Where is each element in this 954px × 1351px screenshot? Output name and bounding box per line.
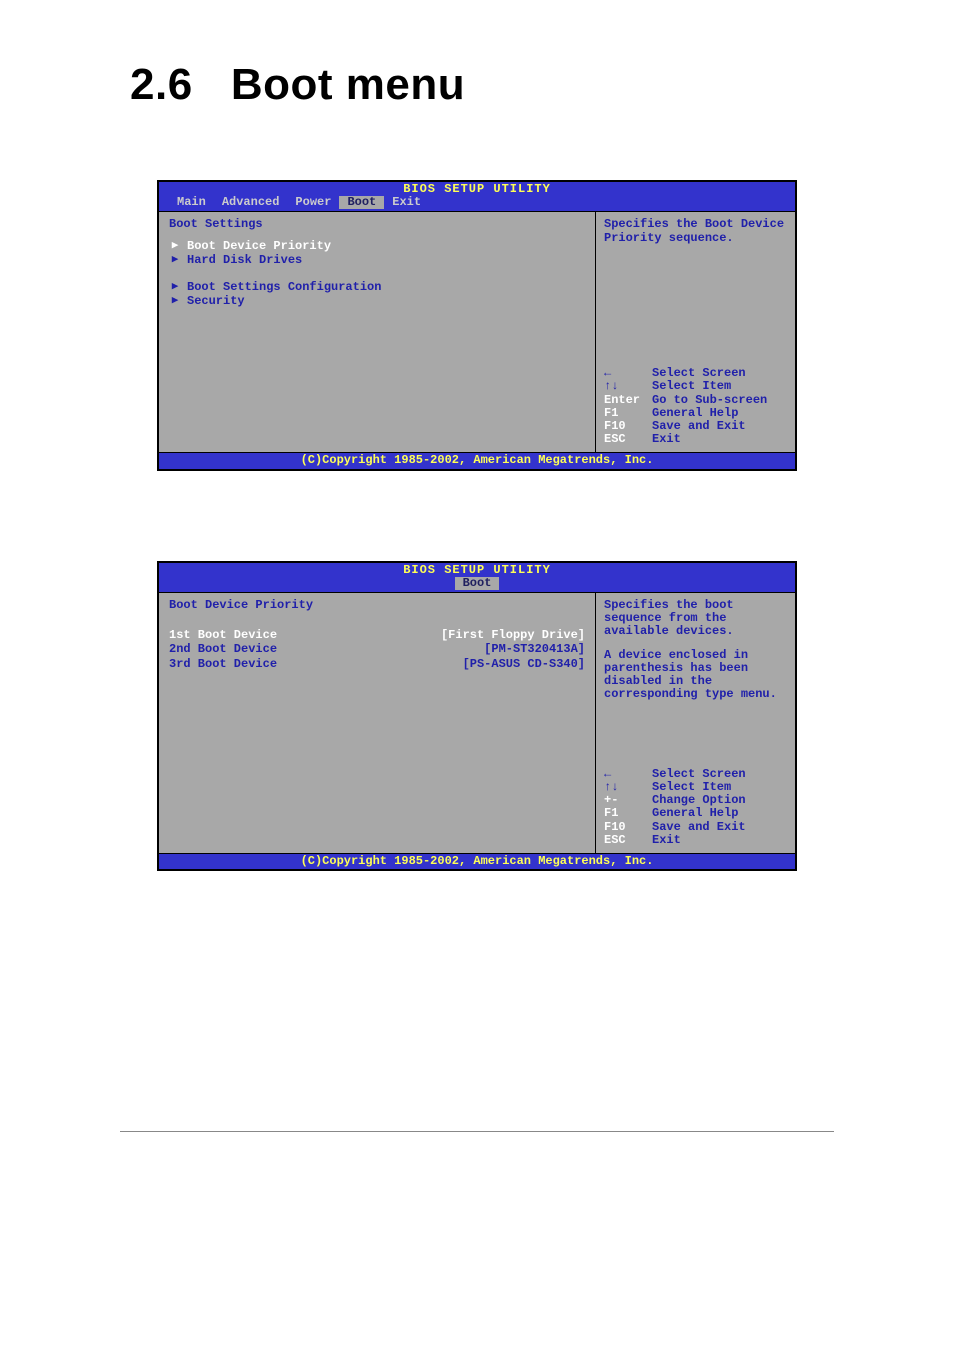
menu-boot-device-priority[interactable]: ▶ Boot Device Priority [169, 240, 585, 253]
menu-security[interactable]: ▶ Security [169, 295, 585, 308]
row-1st-boot-device[interactable]: 1st Boot Device [First Floppy Drive] [169, 629, 585, 642]
boot-row-label: 2nd Boot Device [169, 643, 484, 656]
bios-copyright: (C)Copyright 1985-2002, American Megatre… [159, 452, 795, 468]
bios-left-pane: Boot Settings ▶ Boot Device Priority ▶ H… [159, 212, 595, 452]
boot-row-value: [First Floppy Drive] [441, 629, 585, 642]
tab-advanced[interactable]: Advanced [214, 196, 288, 209]
nav-esc: ESCExit [604, 433, 787, 446]
help-text-block: Specifies the boot sequence from the ava… [604, 599, 787, 701]
boot-device-priority-heading: Boot Device Priority [169, 599, 585, 612]
help-text-1: Specifies the boot sequence from the ava… [604, 599, 787, 639]
boot-row-label: 1st Boot Device [169, 629, 441, 642]
nav-enter: EnterGo to Sub-screen [604, 394, 787, 407]
arrow-updown-icon: ↑↓ [604, 380, 648, 393]
help-text: Specifies the Boot Device Priority seque… [604, 218, 787, 244]
boot-row-value: [PS-ASUS CD-S340] [463, 658, 585, 671]
boot-settings-heading: Boot Settings [169, 218, 585, 231]
tab-main[interactable]: Main [169, 196, 214, 209]
page-footer-rule [120, 1131, 834, 1132]
section-title-text: Boot menu [231, 60, 465, 109]
tab-boot[interactable]: Boot [339, 196, 384, 209]
row-2nd-boot-device[interactable]: 2nd Boot Device [PM-ST320413A] [169, 643, 585, 656]
bios-title: BIOS SETUP UTILITY [159, 182, 795, 196]
tab-boot[interactable]: Boot [455, 577, 500, 590]
boot-row-value: [PM-ST320413A] [484, 643, 585, 656]
bios-screen-boot-settings: BIOS SETUP UTILITY Main Advanced Power B… [157, 180, 797, 471]
nav-esc: ESCExit [604, 834, 787, 847]
menu-boot-settings-config[interactable]: ▶ Boot Settings Configuration [169, 281, 585, 294]
section-heading: 2.6 Boot menu [130, 60, 954, 110]
menu-item-label: Security [187, 295, 245, 308]
tab-power[interactable]: Power [287, 196, 339, 209]
bios-copyright: (C)Copyright 1985-2002, American Megatre… [159, 853, 795, 869]
tab-exit[interactable]: Exit [384, 196, 429, 209]
help-text-2: A device enclosed in parenthesis has bee… [604, 649, 787, 702]
nav-hints: ←Select Screen ↑↓Select Item +-Change Op… [604, 768, 787, 847]
nav-f1: F1General Help [604, 807, 787, 820]
section-number: 2.6 [130, 60, 193, 109]
nav-f10: F10Save and Exit [604, 821, 787, 834]
submenu-arrow-icon: ▶ [169, 240, 181, 252]
submenu-arrow-icon: ▶ [169, 254, 181, 266]
row-3rd-boot-device[interactable]: 3rd Boot Device [PS-ASUS CD-S340] [169, 658, 585, 671]
nav-f10: F10Save and Exit [604, 420, 787, 433]
bios-help-pane: Specifies the boot sequence from the ava… [595, 593, 795, 853]
menu-item-label: Boot Settings Configuration [187, 281, 381, 294]
bios-title: BIOS SETUP UTILITY [159, 563, 795, 577]
bios-body: Boot Device Priority 1st Boot Device [Fi… [159, 592, 795, 853]
bios-help-pane: Specifies the Boot Device Priority seque… [595, 212, 795, 452]
submenu-arrow-icon: ▶ [169, 281, 181, 293]
nav-select-item: ↑↓Select Item [604, 380, 787, 393]
bios-screen-boot-device-priority: BIOS SETUP UTILITY Boot Boot Device Prio… [157, 561, 797, 872]
boot-row-label: 3rd Boot Device [169, 658, 463, 671]
menu-item-label: Hard Disk Drives [187, 254, 302, 267]
submenu-arrow-icon: ▶ [169, 295, 181, 307]
bios-body: Boot Settings ▶ Boot Device Priority ▶ H… [159, 211, 795, 452]
nav-hints: ←Select Screen ↑↓Select Item EnterGo to … [604, 367, 787, 446]
menu-hard-disk-drives[interactable]: ▶ Hard Disk Drives [169, 254, 585, 267]
bios-tabs: Main Advanced Power Boot Exit [159, 196, 795, 211]
bios-left-pane: Boot Device Priority 1st Boot Device [Fi… [159, 593, 595, 853]
menu-item-label: Boot Device Priority [187, 240, 331, 253]
bios-tabs: Boot [159, 577, 795, 592]
